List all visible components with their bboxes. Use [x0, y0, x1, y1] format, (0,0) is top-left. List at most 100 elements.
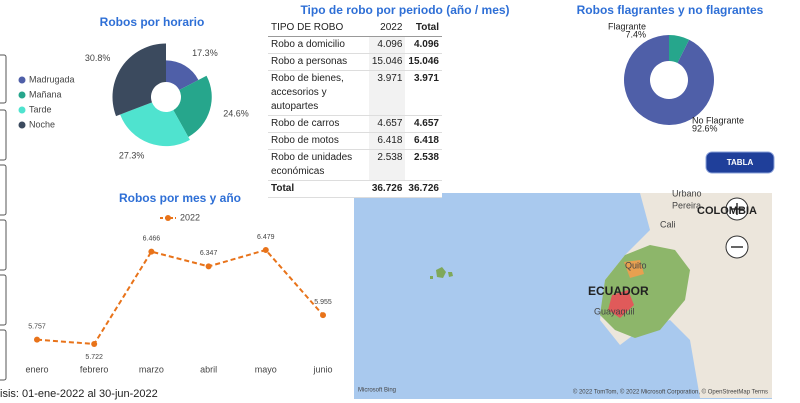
point: [34, 336, 40, 343]
side-box: [0, 54, 7, 104]
table-cell: Robo a domicilio: [268, 36, 369, 54]
table-cell: Total: [405, 20, 442, 37]
rose-slice: [173, 75, 212, 137]
table-cell: Robo de motos: [268, 132, 369, 150]
value-label: 6.347: [200, 250, 218, 257]
legend-label: Mañana: [29, 89, 62, 99]
slice-category: No Flagrante: [692, 115, 744, 125]
table-cell: TIPO DE ROBO: [268, 20, 369, 37]
rose-slice: [166, 60, 199, 91]
map-attribution: Microsoft Bing: [358, 388, 396, 394]
table-cell: 4.096: [368, 36, 406, 54]
data-table: TIPO DE ROBO 2022 Total Robo a domicilio 4.0…: [268, 20, 442, 198]
table-row: Robo de motos 6.418 6.418: [268, 132, 442, 150]
legend-label: Noche: [29, 119, 55, 129]
point: [262, 247, 269, 253]
map-label: COLOMBIA: [697, 205, 757, 217]
table-row: Total 36.726 36.726: [268, 180, 442, 198]
map-label: Guayaquil: [594, 306, 635, 316]
sidebar: [0, 54, 7, 381]
legend-label: 2022: [180, 212, 200, 222]
legend-marker: [165, 215, 171, 221]
table-row: Robo a personas 15.046 15.046: [268, 53, 442, 71]
legend-swatch: [18, 106, 26, 114]
hotspot: [624, 260, 644, 278]
table-cell: Robo a personas: [268, 53, 369, 71]
table-cell: 4.657: [405, 115, 442, 133]
table-cell: 2022: [368, 20, 406, 37]
legend-swatch: [18, 121, 26, 129]
x-tick-label: enero: [25, 364, 48, 374]
slice-label: 30.8%: [85, 53, 111, 63]
table-cell: 4.096: [405, 36, 442, 54]
table-row: Robo a domicilio 4.096 4.096: [268, 36, 442, 54]
legend-swatch: [18, 91, 26, 99]
slice-label: 17.3%: [192, 48, 218, 58]
slice-label: 24.6%: [223, 108, 249, 118]
table-cell: Robo de carros: [268, 115, 369, 133]
table-cell: Robo de unidades económicas: [268, 149, 369, 181]
chart-title: Robos por horario: [100, 15, 205, 29]
rose-slice: [112, 43, 166, 117]
table-cell: 3.971: [405, 70, 442, 116]
chart-title: Robos flagrantes y no flagrantes: [577, 3, 764, 17]
table-cell: 36.726: [405, 180, 442, 198]
footer: isis: 01-ene-2022 al 30-jun-2022: [0, 388, 158, 400]
value-label: 5.722: [85, 354, 103, 361]
table-cell: Total: [268, 180, 369, 198]
slice-label: 92.6%: [692, 123, 718, 133]
table-cell: 4.657: [368, 115, 406, 133]
hotspot: [608, 290, 634, 318]
value-label: 5.955: [314, 299, 332, 306]
slice-label: 7.4%: [625, 29, 646, 39]
line: [36, 248, 324, 346]
slice-label: 27.3%: [119, 151, 145, 161]
table-cell: 3.971: [368, 70, 406, 116]
button-label: TABLA: [727, 158, 754, 167]
table-cell: 36.726: [368, 180, 406, 198]
point: [320, 312, 326, 319]
x-tick-label: mayo: [255, 364, 277, 374]
point: [148, 248, 155, 255]
table-cell: 2.538: [405, 149, 442, 181]
side-box: [0, 109, 7, 161]
table-row: Robo de bienes, accesorios y autopartes 3…: [268, 70, 442, 116]
x-tick-label: febrero: [80, 364, 109, 374]
slice-category: Flagrante: [608, 21, 646, 31]
donut-slice: [669, 35, 690, 64]
point: [91, 341, 98, 347]
plus: [731, 203, 743, 215]
rose-slice: [120, 102, 190, 147]
legend-swatch: [18, 76, 26, 84]
map-label: Cali: [660, 219, 676, 229]
value-label: 5.757: [28, 323, 46, 330]
table-cell: Robo de bienes, accesorios y autopartes: [268, 70, 369, 116]
table-cell: 6.418: [405, 132, 442, 150]
map-label: Pereira: [672, 200, 701, 210]
legend-label: Tarde: [29, 104, 52, 114]
side-box: [0, 329, 7, 381]
table-row: TIPO DE ROBO 2022 Total: [268, 20, 442, 37]
legend-label: Madrugada: [29, 74, 75, 84]
table-title: Tipo de robo por periodo (año / mes): [300, 3, 509, 17]
table-cell: 2.538: [368, 149, 406, 181]
point: [205, 263, 212, 270]
map: Urbano Pereira COLOMBIA Cali Quito ECUAD…: [354, 188, 772, 399]
chart-title: Robos por mes y año: [119, 191, 241, 205]
side-box: [0, 219, 7, 271]
islands: [430, 267, 453, 279]
donut-slice: [624, 35, 715, 125]
table-row: Robo de unidades económicas 2.538 2.538: [268, 149, 442, 181]
map-copyright: © 2022 TomTom, © 2022 Microsoft Corporat…: [573, 389, 768, 396]
x-tick-label: abril: [200, 364, 217, 374]
table-cell: 15.046: [368, 53, 406, 71]
table-cell: 6.418: [368, 132, 406, 150]
tabla-button[interactable]: [705, 151, 775, 174]
x-tick-label: junio: [312, 364, 332, 374]
map-label: Quito: [625, 260, 647, 270]
side-box: [0, 164, 7, 216]
value-label: 6.479: [257, 234, 275, 241]
x-tick-label: marzo: [139, 364, 164, 374]
